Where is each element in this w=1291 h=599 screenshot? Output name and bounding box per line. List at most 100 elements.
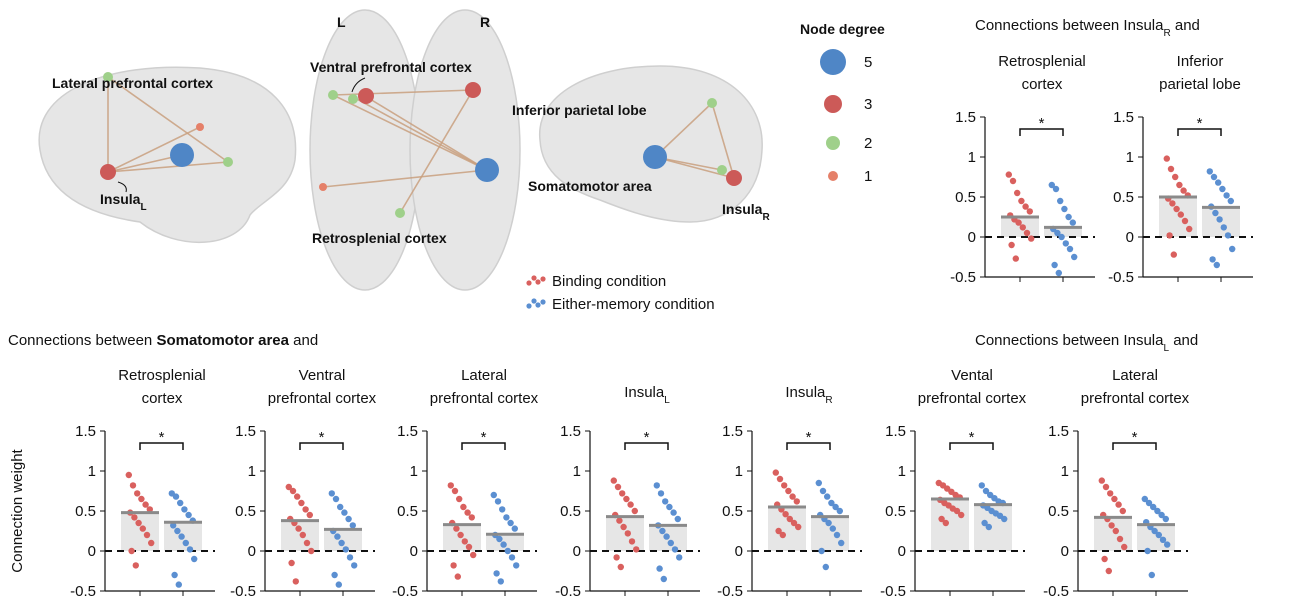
data-point — [507, 520, 513, 526]
data-point — [469, 514, 475, 520]
node — [348, 94, 358, 104]
region-label-text: Insula — [722, 201, 763, 217]
y-tick-label: 1 — [410, 463, 418, 480]
node — [328, 90, 338, 100]
data-point — [789, 493, 795, 499]
y-tick-label: 0.5 — [955, 189, 976, 206]
data-point — [302, 506, 308, 512]
data-point — [1182, 218, 1188, 224]
node — [726, 170, 742, 186]
y-tick-label: -0.5 — [230, 583, 256, 599]
data-point — [1028, 235, 1034, 241]
y-tick-label: 1 — [573, 463, 581, 480]
data-point — [178, 533, 184, 539]
group-title: Connections between Somatomotor area and — [8, 332, 318, 349]
data-point — [616, 517, 622, 523]
node — [196, 123, 204, 131]
chart-title-text: Lateral — [461, 367, 507, 384]
y-tick-label: -0.5 — [392, 583, 418, 599]
data-point — [1120, 508, 1126, 514]
data-point — [1164, 155, 1170, 161]
y-tick-label: 1.5 — [885, 423, 906, 440]
chart-title: Inferior — [1177, 53, 1224, 70]
data-point — [1006, 171, 1012, 177]
data-point — [1214, 262, 1220, 268]
data-point — [1027, 208, 1033, 214]
data-point — [672, 546, 678, 552]
legend-swatch — [526, 280, 531, 285]
data-point — [1169, 200, 1175, 206]
data-point — [1144, 548, 1150, 554]
region-label-text: Insula — [100, 191, 141, 207]
data-point — [1168, 166, 1174, 172]
y-tick-label: 1 — [88, 463, 96, 480]
chart-title: prefrontal cortex — [1081, 390, 1190, 407]
data-point — [1171, 251, 1177, 257]
data-point — [1176, 182, 1182, 188]
data-point — [675, 516, 681, 522]
data-point — [338, 540, 344, 546]
data-point — [633, 546, 639, 552]
data-point — [509, 554, 515, 560]
data-point — [495, 498, 501, 504]
legend-swatch — [535, 302, 540, 307]
data-point — [1063, 240, 1069, 246]
data-point — [785, 488, 791, 494]
data-point — [1117, 536, 1123, 542]
y-tick-label: 1 — [1126, 149, 1134, 166]
data-point — [1057, 198, 1063, 204]
y-tick-label: -0.5 — [1043, 583, 1069, 599]
data-point — [825, 520, 831, 526]
chart-title: InsulaL — [624, 384, 670, 406]
data-point — [627, 501, 633, 507]
chart-title: cortex — [142, 390, 183, 407]
data-point — [619, 490, 625, 496]
data-point — [1172, 174, 1178, 180]
chart-title: Retrosplenial — [118, 367, 206, 384]
data-point — [135, 520, 141, 526]
data-point — [1108, 522, 1114, 528]
data-point — [498, 578, 504, 584]
y-tick-label: 1.5 — [1113, 109, 1134, 126]
y-tick-label: 1.5 — [397, 423, 418, 440]
chart-title: Lateral — [1112, 367, 1158, 384]
data-point — [512, 525, 518, 531]
data-point — [128, 548, 134, 554]
data-point — [174, 528, 180, 534]
significance-label: * — [1197, 115, 1203, 132]
data-point — [1053, 186, 1059, 192]
data-point — [503, 514, 509, 520]
data-point — [452, 488, 458, 494]
y-tick-label: 0 — [88, 543, 96, 560]
y-tick-label: 0 — [1126, 229, 1134, 246]
chart-title-text: Inferior — [1177, 53, 1224, 70]
data-point — [1067, 246, 1073, 252]
brain-left-hemisphere — [310, 10, 420, 290]
chart-title: prefrontal cortex — [268, 390, 377, 407]
chart-title: Ventral — [299, 367, 346, 384]
data-point — [1216, 216, 1222, 222]
data-point — [1018, 198, 1024, 204]
chart-title: prefrontal cortex — [430, 390, 539, 407]
data-point — [632, 508, 638, 514]
data-point — [1111, 496, 1117, 502]
y-tick-label: -0.5 — [1108, 269, 1134, 286]
legend-swatch — [531, 298, 536, 303]
data-point — [1071, 254, 1077, 260]
y-tick-label: -0.5 — [950, 269, 976, 286]
data-point — [1173, 206, 1179, 212]
legend-swatch — [540, 276, 545, 281]
region-label-sub: R — [762, 212, 770, 223]
data-point — [1229, 246, 1235, 252]
data-point — [185, 512, 191, 518]
group-title-part: and — [1171, 17, 1200, 34]
chart-title-text: Retrosplenial — [998, 53, 1086, 70]
y-tick-label: 1.5 — [955, 109, 976, 126]
chart-title-text: Insula — [624, 384, 665, 401]
data-point — [629, 538, 635, 544]
data-point — [670, 509, 676, 515]
data-point — [1156, 532, 1162, 538]
node — [358, 88, 374, 104]
data-point — [1010, 178, 1016, 184]
y-tick-label: 0.5 — [397, 503, 418, 520]
